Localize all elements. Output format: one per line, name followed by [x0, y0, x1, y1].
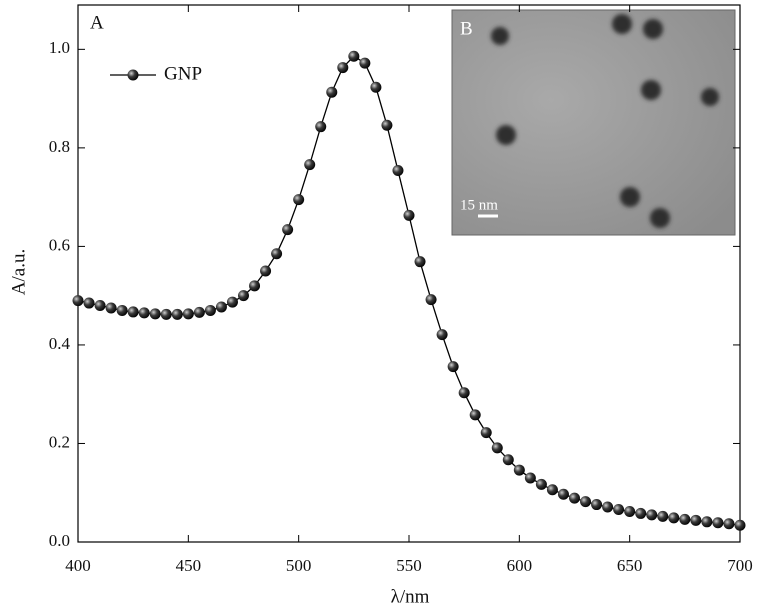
- data-point: [304, 159, 316, 171]
- data-point: [546, 484, 558, 496]
- data-point: [690, 514, 702, 526]
- data-point: [513, 464, 525, 476]
- data-point: [138, 307, 150, 319]
- data-point: [226, 296, 238, 308]
- x-tick-label: 500: [286, 556, 312, 575]
- y-tick-label: 1.0: [49, 38, 70, 57]
- data-point: [149, 308, 161, 320]
- data-point: [535, 478, 547, 490]
- data-point: [348, 50, 360, 62]
- data-point: [414, 256, 426, 268]
- y-tick-label: 0.0: [49, 531, 70, 550]
- data-point: [469, 409, 481, 421]
- data-point: [580, 496, 592, 508]
- y-tick-label: 0.8: [49, 137, 70, 156]
- data-point: [381, 119, 393, 131]
- data-point: [359, 57, 371, 69]
- x-tick-label: 550: [396, 556, 422, 575]
- data-point: [425, 294, 437, 306]
- data-point: [734, 519, 746, 531]
- data-point: [72, 295, 84, 307]
- y-tick-label: 0.4: [49, 334, 71, 353]
- data-point: [723, 518, 735, 530]
- x-tick-label: 450: [176, 556, 202, 575]
- panel-label: A: [90, 12, 104, 33]
- data-point: [635, 507, 647, 519]
- inset-image: [451, 9, 736, 236]
- data-point: [657, 510, 669, 522]
- data-point: [403, 209, 415, 221]
- data-point: [591, 499, 603, 511]
- data-point: [215, 301, 227, 313]
- data-point: [260, 265, 272, 277]
- data-point: [502, 454, 514, 466]
- data-point: [204, 304, 216, 316]
- x-axis-label: λ/nm: [391, 586, 430, 607]
- data-point: [458, 387, 470, 399]
- legend-marker: [127, 69, 139, 81]
- data-point: [249, 280, 261, 292]
- data-point: [282, 224, 294, 236]
- y-axis-label: A/a.u.: [8, 249, 29, 295]
- data-point: [646, 509, 658, 521]
- data-point: [193, 306, 205, 318]
- data-point: [171, 308, 183, 320]
- x-tick-label: 650: [617, 556, 643, 575]
- x-tick-label: 400: [65, 556, 91, 575]
- data-point: [701, 516, 713, 528]
- data-point: [293, 194, 305, 206]
- panel-label: B: [460, 18, 473, 39]
- data-point: [94, 300, 106, 312]
- data-point: [238, 290, 249, 302]
- data-point: [182, 308, 194, 320]
- data-point: [337, 62, 349, 74]
- data-point: [436, 329, 448, 341]
- data-point: [480, 427, 492, 439]
- data-point: [315, 121, 327, 133]
- y-tick-label: 0.2: [49, 432, 70, 451]
- x-tick-label: 600: [507, 556, 533, 575]
- data-point: [569, 492, 580, 504]
- data-point: [105, 302, 117, 314]
- data-point: [392, 165, 404, 177]
- data-point: [271, 248, 283, 260]
- data-point: [524, 472, 536, 484]
- data-point: [613, 503, 625, 515]
- scale-bar-label: 15 nm: [460, 197, 498, 213]
- data-point: [127, 306, 139, 318]
- data-point: [491, 442, 503, 454]
- legend-label: GNP: [164, 63, 202, 84]
- data-point: [624, 505, 636, 517]
- data-point: [116, 304, 128, 316]
- data-point: [326, 86, 338, 98]
- x-tick-label: 700: [727, 556, 753, 575]
- data-point: [83, 297, 95, 309]
- y-tick-label: 0.6: [49, 235, 70, 254]
- data-point: [679, 513, 691, 525]
- data-point: [602, 501, 614, 513]
- data-point: [370, 81, 382, 93]
- data-point: [557, 488, 569, 500]
- data-point: [160, 308, 172, 320]
- data-point: [668, 512, 680, 524]
- data-point: [447, 361, 459, 373]
- data-point: [712, 517, 724, 529]
